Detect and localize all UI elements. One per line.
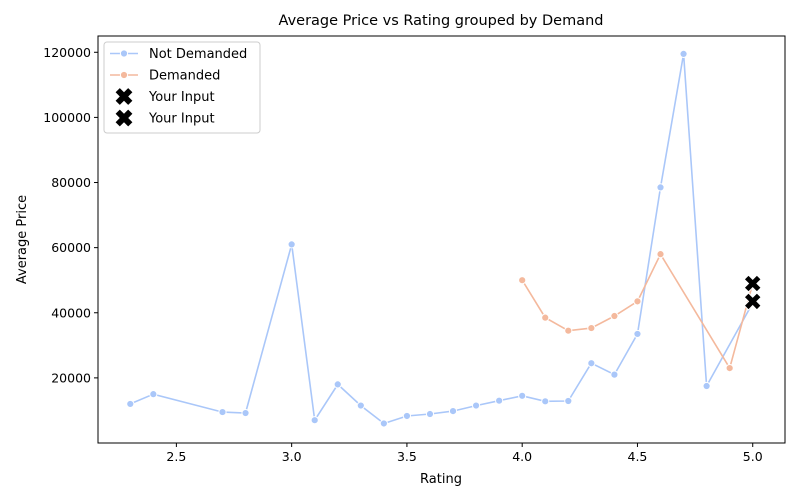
legend-item-not-demanded: Not Demanded xyxy=(110,47,247,62)
point-not-demanded xyxy=(541,397,550,406)
point-demanded xyxy=(725,364,734,373)
point-not-demanded xyxy=(564,396,573,406)
point-not-demanded xyxy=(610,370,619,379)
point-demanded xyxy=(633,297,642,306)
point-not-demanded xyxy=(310,416,319,425)
legend-marker xyxy=(119,49,129,58)
point-not-demanded xyxy=(518,391,527,400)
legend-item-your-input: Your Input xyxy=(115,109,215,127)
point-not-demanded xyxy=(333,380,342,389)
legend: Not Demanded Demanded Your Input Your Input xyxy=(103,41,261,134)
point-not-demanded xyxy=(126,399,135,409)
point-demanded xyxy=(587,323,596,333)
point-not-demanded xyxy=(356,401,365,410)
y-tick-label: 40000 xyxy=(51,305,91,320)
point-not-demanded xyxy=(471,401,481,410)
legend-label: Your Input xyxy=(148,90,215,105)
y-tick-label: 80000 xyxy=(51,175,91,190)
legend-label: Demanded xyxy=(149,69,220,84)
x-tick-label: 3.5 xyxy=(397,449,417,464)
point-not-demanded xyxy=(702,381,711,391)
point-not-demanded xyxy=(402,411,412,421)
plot-area xyxy=(126,49,762,428)
point-demanded xyxy=(564,326,573,335)
point-demanded xyxy=(518,276,527,285)
point-demanded xyxy=(610,311,619,321)
legend-x-marker xyxy=(115,88,133,105)
x-tick-label: 2.5 xyxy=(166,449,186,464)
point-not-demanded xyxy=(656,183,665,192)
point-not-demanded xyxy=(241,408,250,418)
y-tick-label: 20000 xyxy=(51,370,91,385)
legend-label: Not Demanded xyxy=(149,47,247,62)
your-input-marker xyxy=(743,274,762,293)
x-tick-label: 5.0 xyxy=(743,449,763,464)
axis-ticks: 2.5 3.0 3.5 4.0 4.5 5.0 20000 40000 60000 80000 10… xyxy=(43,45,762,464)
point-not-demanded xyxy=(633,329,642,339)
your-input-marker xyxy=(743,292,762,311)
legend-item-demanded: Demanded xyxy=(110,69,220,84)
chart-title: Average Price vs Rating grouped by Deman… xyxy=(279,13,604,29)
point-not-demanded xyxy=(149,390,158,399)
point-not-demanded xyxy=(218,407,227,417)
point-not-demanded xyxy=(495,396,504,405)
legend-item-your-input: Your Input xyxy=(115,88,215,105)
point-not-demanded xyxy=(679,49,688,59)
series-line-not-demanded xyxy=(129,53,754,425)
point-not-demanded xyxy=(587,359,596,368)
y-axis-label: Average Price xyxy=(15,195,30,284)
point-not-demanded xyxy=(448,406,458,416)
y-tick-label: 60000 xyxy=(51,240,91,255)
point-not-demanded xyxy=(379,419,388,428)
legend-x-marker xyxy=(115,109,133,127)
legend-label: Your Input xyxy=(148,112,215,127)
x-tick-label: 3.0 xyxy=(282,449,302,464)
point-demanded xyxy=(541,313,550,322)
y-tick-label: 100000 xyxy=(43,110,91,125)
point-demanded xyxy=(656,250,665,259)
legend-marker xyxy=(119,70,129,80)
x-tick-label: 4.0 xyxy=(512,449,532,464)
x-tick-label: 4.5 xyxy=(628,449,648,464)
point-not-demanded xyxy=(287,240,296,249)
y-tick-label: 120000 xyxy=(43,45,91,60)
plot-frame xyxy=(97,35,786,444)
x-axis-label: Rating xyxy=(420,472,462,487)
point-not-demanded xyxy=(425,409,435,419)
legend-box xyxy=(103,41,261,134)
